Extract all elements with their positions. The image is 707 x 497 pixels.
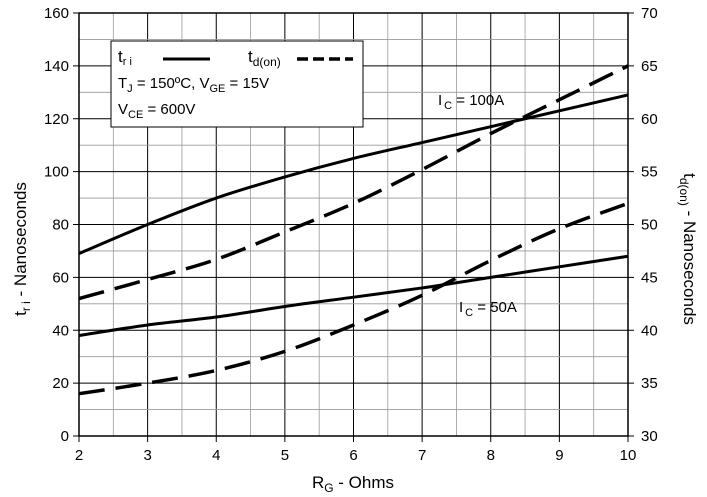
right-tick-label: 45 bbox=[641, 269, 658, 286]
x-tick-label: 9 bbox=[555, 447, 563, 464]
legend-tdon-label: td(on) bbox=[248, 47, 281, 69]
legend: tr i td(on) TJ = 150ºC, VGE = 15V VCE = … bbox=[110, 40, 364, 128]
left-tick-label: 40 bbox=[52, 322, 69, 339]
left-tick-label: 160 bbox=[44, 5, 69, 22]
x-tick-label: 8 bbox=[487, 447, 495, 464]
legend-tri-label: tr i bbox=[118, 47, 132, 68]
legend-condition-2: VCE = 600V bbox=[118, 101, 195, 121]
left-tick-label: 140 bbox=[44, 58, 69, 75]
y-axis-left-title: tr i - Nanoseconds bbox=[11, 182, 33, 316]
y-axis-right-title: td(on) - Nanoseconds bbox=[677, 173, 699, 325]
x-tick-label: 3 bbox=[143, 447, 151, 464]
left-tick-label: 60 bbox=[52, 269, 69, 286]
left-tick-label: 0 bbox=[61, 428, 69, 445]
right-tick-label: 35 bbox=[641, 375, 658, 392]
x-tick-label: 7 bbox=[418, 447, 426, 464]
left-tick-label: 80 bbox=[52, 217, 69, 234]
legend-box bbox=[110, 40, 364, 128]
x-axis-title: RG - Ohms bbox=[312, 473, 394, 495]
series-group bbox=[78, 64, 629, 396]
x-tick-label: 10 bbox=[620, 447, 637, 464]
left-tick-label: 100 bbox=[44, 164, 69, 181]
legend-condition-1: TJ = 150ºC, VGE = 15V bbox=[118, 75, 269, 95]
right-tick-label: 40 bbox=[641, 322, 658, 339]
x-tick-label: 2 bbox=[75, 447, 83, 464]
series-line-tdon_100 bbox=[78, 64, 629, 301]
left-tick-label: 20 bbox=[52, 375, 69, 392]
right-tick-label: 50 bbox=[641, 217, 658, 234]
series-line-tri_100 bbox=[78, 93, 629, 255]
right-tick-label: 30 bbox=[641, 428, 658, 445]
x-tick-label: 6 bbox=[349, 447, 357, 464]
right-tick-label: 65 bbox=[641, 58, 658, 75]
right-tick-label: 55 bbox=[641, 164, 658, 181]
x-tick-label: 5 bbox=[281, 447, 289, 464]
series-line-tdon_50 bbox=[78, 201, 629, 396]
right-tick-label: 60 bbox=[641, 111, 658, 128]
right-tick-labels: 30 35 40 45 50 55 60 65 70 bbox=[628, 5, 658, 445]
series-line-tri_50 bbox=[78, 254, 629, 338]
x-tick-labels: 2 3 4 5 6 7 8 9 10 bbox=[75, 436, 637, 464]
left-tick-label: 120 bbox=[44, 111, 69, 128]
right-tick-label: 70 bbox=[641, 5, 658, 22]
x-tick-label: 4 bbox=[212, 447, 220, 464]
left-tick-labels: 0 20 40 60 80 100 120 140 160 bbox=[44, 5, 79, 445]
